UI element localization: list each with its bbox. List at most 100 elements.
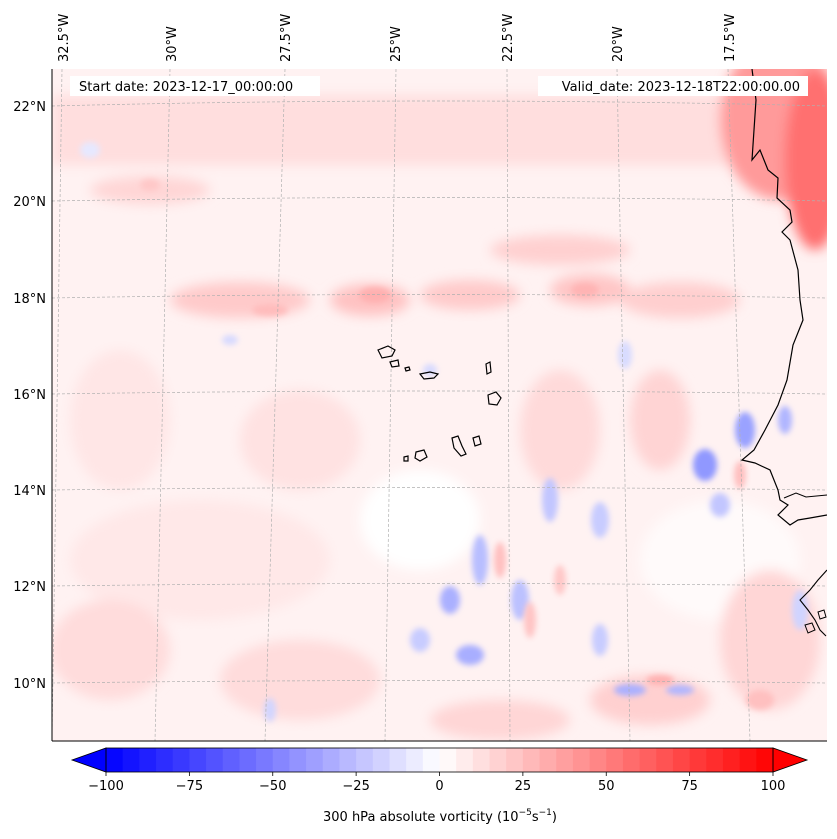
colorbar-tick-label: 75 <box>681 779 698 794</box>
colorbar-tick-label: −100 <box>88 779 124 794</box>
colorbar-tick-label: 50 <box>598 779 615 794</box>
parallel-10n <box>52 680 827 684</box>
colorbar-bin <box>489 748 507 772</box>
colorbar-extend-max-arrow <box>772 747 809 773</box>
island-santa-luzia <box>404 366 411 372</box>
colorbar-bin <box>422 748 440 772</box>
lat-label-20n: 20°N <box>13 195 46 210</box>
colorbar-bin <box>389 748 407 772</box>
parallel-20n <box>52 197 827 202</box>
lon-label-22-5w: 22.5°W <box>501 14 516 62</box>
west-africa-coastline <box>740 69 827 526</box>
colorbar-bin <box>272 748 290 772</box>
colorbar-tick-label: −50 <box>259 779 286 794</box>
island-sao-vicente <box>389 359 400 368</box>
colorbar-bins <box>106 748 774 772</box>
lat-label-22n: 22°N <box>13 100 46 115</box>
island-boa-vista <box>487 391 502 406</box>
island-santo-antao <box>377 345 396 359</box>
start-date-box <box>70 76 320 96</box>
colorbar-bin <box>456 748 474 772</box>
colorbar-bin <box>572 748 591 772</box>
lon-label-32-5w: 32.5°W <box>57 14 72 62</box>
colorbar-tick-label: 0 <box>435 779 443 794</box>
colorbar-bin <box>339 748 357 772</box>
lat-label-14n: 14°N <box>13 484 46 499</box>
colorbar-tick-label: −25 <box>342 779 369 794</box>
lon-label-25w: 25°W <box>389 26 404 62</box>
colorbar-ticks: −100 −75 −50 −25 0 25 50 75 100 <box>88 772 785 794</box>
gambia-river <box>783 492 827 499</box>
colorbar-bin <box>322 748 340 772</box>
colorbar-bin <box>589 748 607 772</box>
island-sal <box>485 361 492 375</box>
colorbar-extend-min-arrow <box>70 747 107 773</box>
colorbar-bin <box>356 748 374 772</box>
lat-label-10n: 10°N <box>13 677 46 692</box>
map-panel: Start date: 2023-12-17_00:00:00 Valid_da… <box>52 69 827 741</box>
colorbar-bin <box>656 748 674 772</box>
colorbar-bin <box>189 748 207 772</box>
meridian-25w <box>384 69 397 741</box>
guinea-bissau-coast <box>799 569 827 637</box>
colorbar-bin <box>372 748 390 772</box>
colorbar-bin <box>206 748 224 772</box>
parallel-12n <box>52 583 827 587</box>
negative-vorticity-patches <box>80 142 808 722</box>
colorbar-bin <box>706 748 724 772</box>
meridian-22-5w <box>506 69 511 741</box>
bijagos-island-2 <box>817 609 827 620</box>
colorbar-tick-label: 25 <box>515 779 532 794</box>
start-date-label: Start date: 2023-12-17_00:00:00 <box>79 80 293 95</box>
lon-label-30w: 30°W <box>165 26 180 62</box>
colorbar-bin <box>289 748 307 772</box>
island-sao-nicolau <box>418 371 440 380</box>
meridian-32-5w <box>52 69 63 741</box>
graticule <box>52 69 827 741</box>
colorbar-bin <box>606 748 624 772</box>
colorbar-bin <box>556 748 574 772</box>
colorbar-bin <box>439 748 457 772</box>
meridian-20w <box>616 69 631 741</box>
colorbar-bin <box>622 748 641 772</box>
island-fogo <box>414 449 428 462</box>
bijagos-island-1 <box>804 622 816 634</box>
longitude-labels: 32.5°W 30°W 27.5°W 25°W 22.5°W 20°W 17.5… <box>57 14 738 62</box>
latitude-labels: 22°N 20°N 18°N 16°N 14°N 12°N 10°N <box>13 100 46 692</box>
parallel-18n <box>52 294 827 299</box>
island-santiago <box>451 435 467 457</box>
colorbar-bin <box>639 748 657 772</box>
colorbar-bin <box>106 748 124 772</box>
positive-vorticity-streaks <box>140 179 774 710</box>
colorbar-bin <box>689 748 707 772</box>
parallel-14n <box>52 487 827 491</box>
valid-date-label: Valid_date: 2023-12-18T22:00:00.00 <box>562 80 800 95</box>
lat-label-18n: 18°N <box>13 292 46 307</box>
colorbar-bin <box>739 748 757 772</box>
colorbar-bin <box>506 748 524 772</box>
lon-label-20w: 20°W <box>611 26 626 62</box>
colorbar-bin <box>672 748 691 772</box>
meridian-17-5w <box>727 69 751 741</box>
parallel-16n <box>52 390 827 395</box>
colorbar-bin <box>722 748 741 772</box>
colorbar-bin <box>172 748 190 772</box>
colorbar-tick-label: −75 <box>176 779 203 794</box>
colorbar-bin <box>756 748 774 772</box>
vorticity-field <box>52 69 827 740</box>
colorbar-bin <box>406 748 424 772</box>
lat-label-12n: 12°N <box>13 580 46 595</box>
colorbar-label: 300 hPa absolute vorticity (10−5s−1) <box>323 808 557 825</box>
meridian-30w <box>154 69 171 741</box>
meridian-27-5w <box>264 69 286 741</box>
colorbar-bin <box>539 748 557 772</box>
colorbar-bin <box>239 748 257 772</box>
colorbar-bin <box>139 748 157 772</box>
cape-verde-islands <box>377 345 502 462</box>
colorbar-tick-label: 100 <box>761 779 786 794</box>
valid-date-box <box>538 76 808 96</box>
lon-label-27-5w: 27.5°W <box>279 14 294 62</box>
lat-label-16n: 16°N <box>13 388 46 403</box>
lon-label-17-5w: 17.5°W <box>723 14 738 62</box>
